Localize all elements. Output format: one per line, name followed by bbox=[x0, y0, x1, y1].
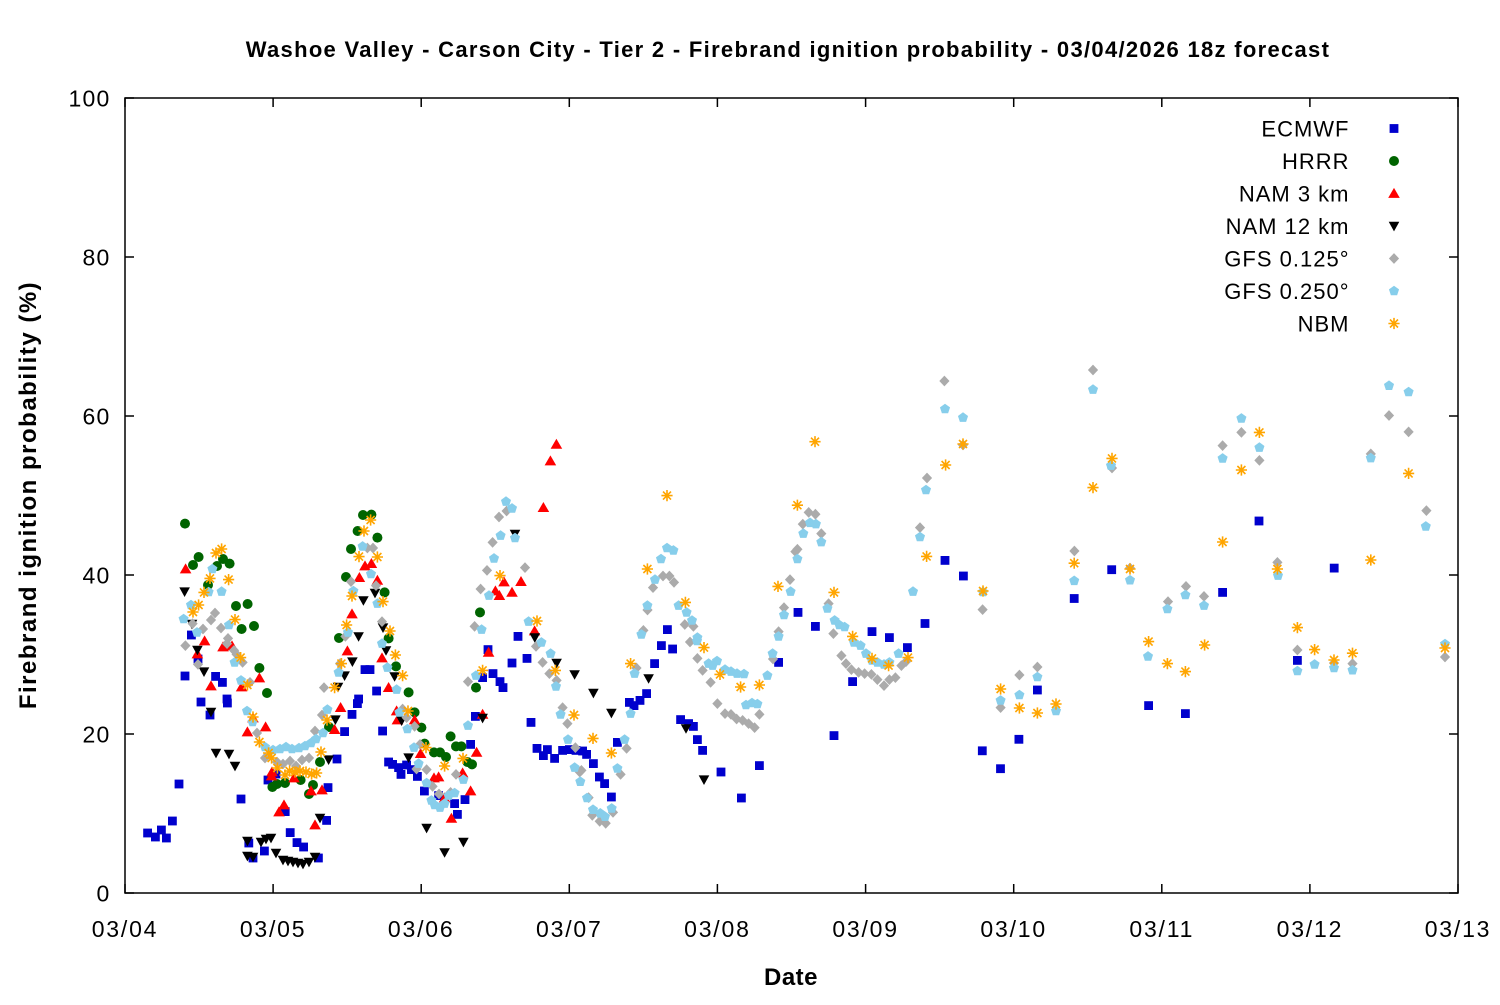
svg-text:HRRR: HRRR bbox=[1282, 149, 1350, 174]
svg-text:20: 20 bbox=[83, 721, 111, 747]
svg-text:Date: Date bbox=[764, 964, 818, 991]
svg-text:GFS 0.250°: GFS 0.250° bbox=[1224, 279, 1349, 304]
svg-text:03/11: 03/11 bbox=[1129, 916, 1194, 942]
svg-text:03/10: 03/10 bbox=[980, 916, 1047, 942]
svg-text:80: 80 bbox=[83, 244, 111, 270]
svg-text:03/09: 03/09 bbox=[832, 916, 899, 942]
svg-text:0: 0 bbox=[97, 880, 111, 906]
svg-text:03/04: 03/04 bbox=[92, 916, 159, 942]
svg-text:NAM 3 km: NAM 3 km bbox=[1239, 182, 1350, 207]
svg-text:40: 40 bbox=[83, 562, 111, 588]
svg-text:03/06: 03/06 bbox=[388, 916, 455, 942]
svg-text:ECMWF: ECMWF bbox=[1261, 117, 1349, 142]
svg-text:Firebrand ignition probability: Firebrand ignition probability (%) bbox=[15, 281, 42, 709]
svg-text:03/07: 03/07 bbox=[536, 916, 603, 942]
svg-text:GFS 0.125°: GFS 0.125° bbox=[1224, 247, 1349, 272]
svg-text:03/05: 03/05 bbox=[240, 916, 307, 942]
svg-text:60: 60 bbox=[83, 403, 111, 429]
svg-text:NBM: NBM bbox=[1298, 312, 1350, 337]
svg-text:03/12: 03/12 bbox=[1277, 916, 1344, 942]
svg-text:03/08: 03/08 bbox=[684, 916, 751, 942]
svg-text:NAM 12 km: NAM 12 km bbox=[1226, 214, 1350, 239]
svg-text:03/13: 03/13 bbox=[1425, 916, 1492, 942]
svg-text:100: 100 bbox=[69, 85, 111, 111]
svg-text:Washoe Valley - Carson City -: Washoe Valley - Carson City - Tier 2 - F… bbox=[246, 37, 1330, 62]
